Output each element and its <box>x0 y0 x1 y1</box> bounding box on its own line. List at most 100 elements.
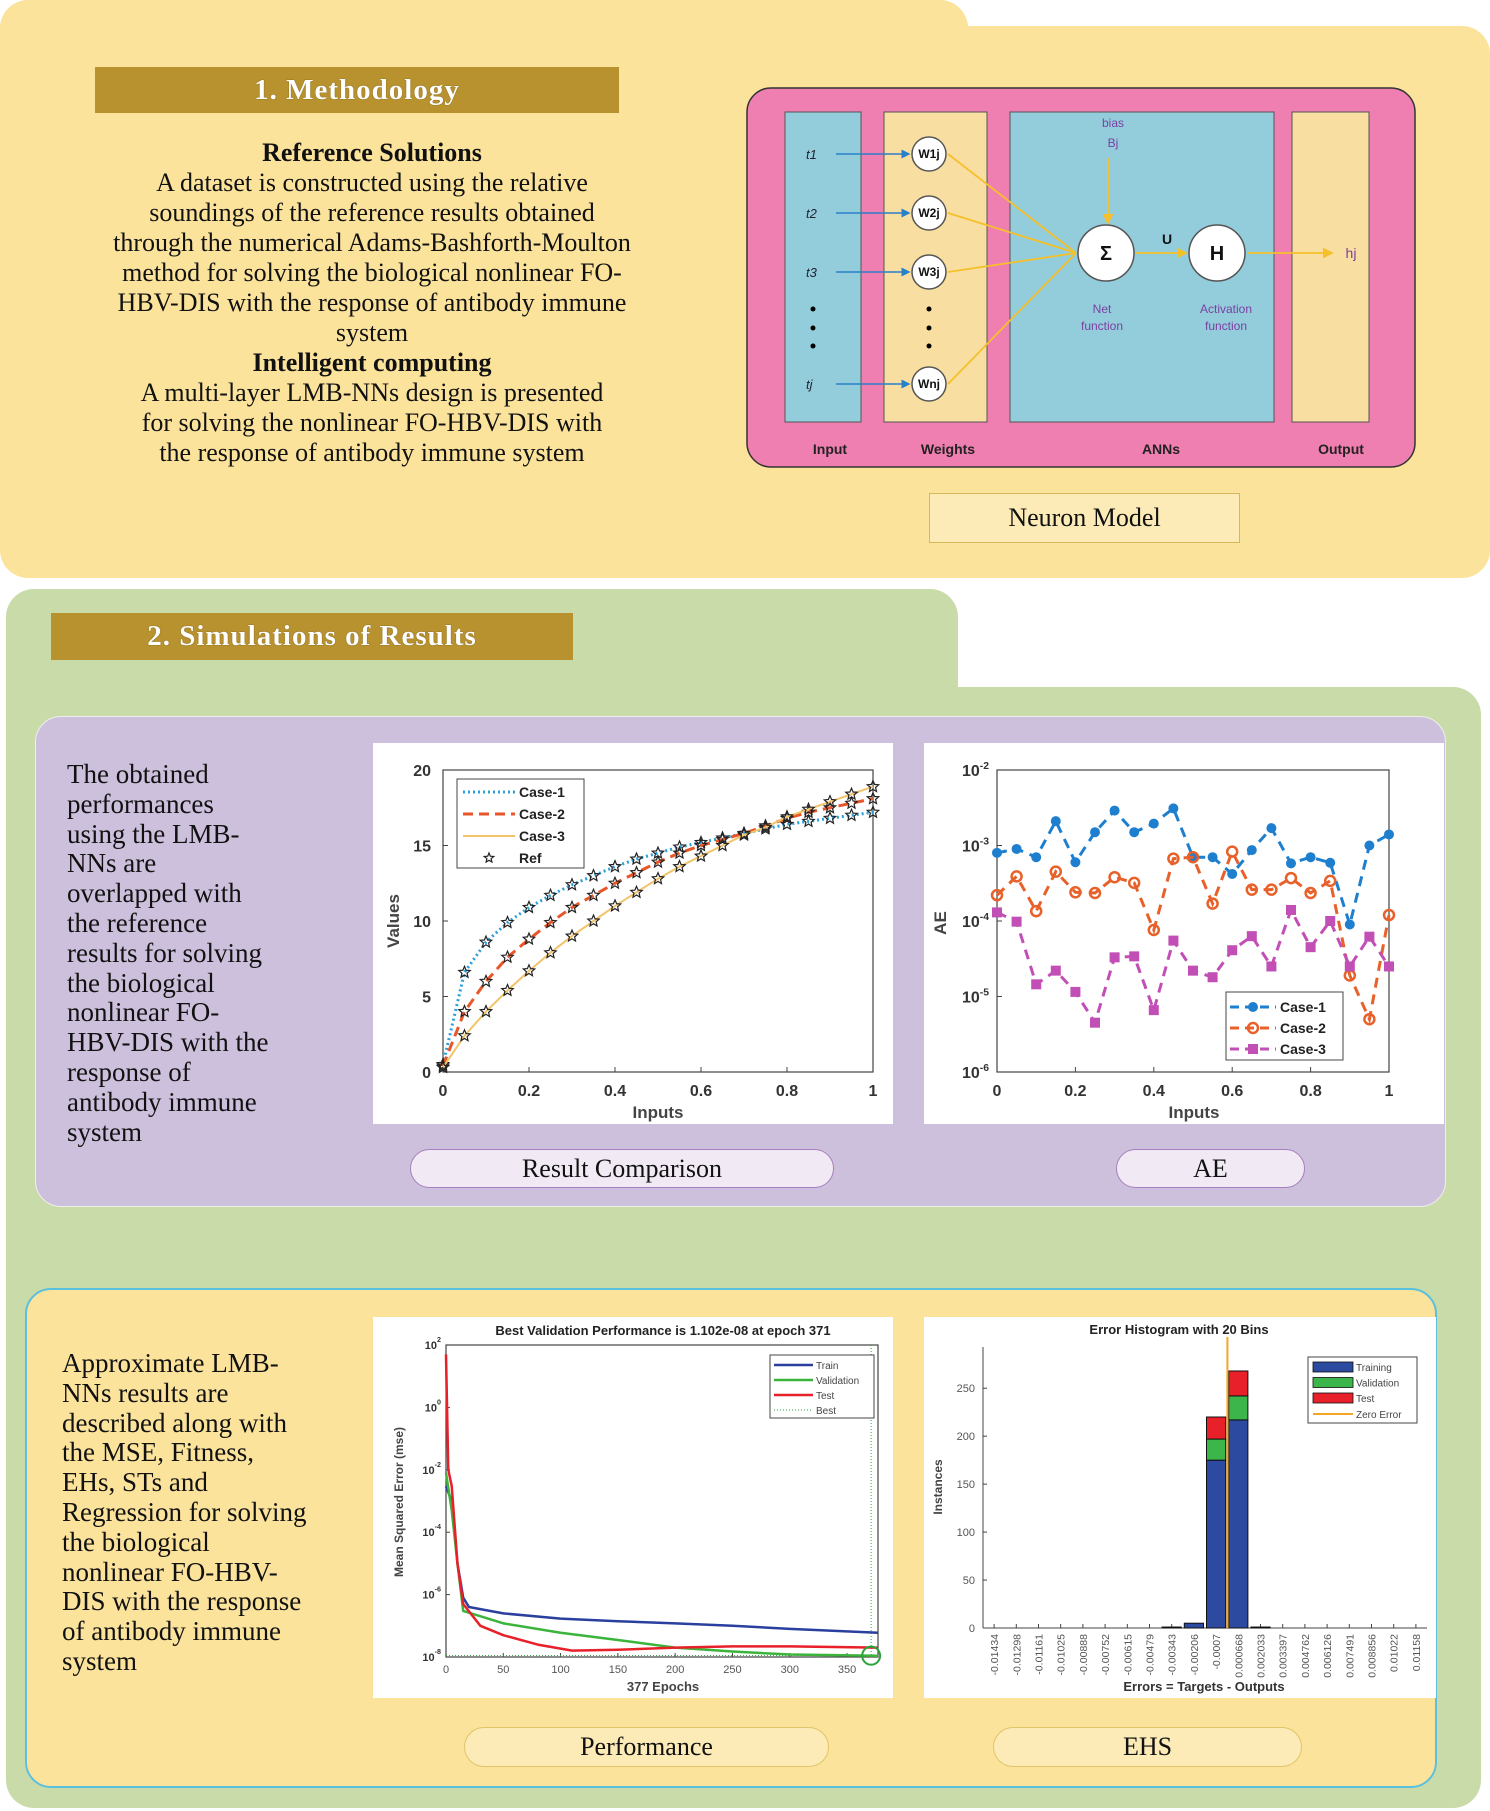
desc-line: the reference <box>67 907 208 938</box>
ref-star-marker <box>650 854 666 869</box>
square-marker <box>1148 1005 1159 1016</box>
ref-star-marker <box>564 899 580 914</box>
filled-circle-marker <box>1129 827 1140 838</box>
weight-node <box>911 195 947 231</box>
ref-star-marker <box>457 1028 472 1042</box>
y-tick-label: 10-2 <box>422 1461 441 1477</box>
weight-node <box>911 366 947 402</box>
desc-line: HBV-DIS with the <box>67 1027 269 1058</box>
x-tick-label: -0.00615 <box>1122 1634 1134 1676</box>
square-marker <box>1168 935 1179 946</box>
x-tick-label: 100 <box>551 1664 569 1676</box>
ellipsis-dot <box>810 306 816 312</box>
filled-circle-marker <box>1031 852 1042 863</box>
ref-star-marker <box>500 949 515 964</box>
legend-label: Case-2 <box>519 806 565 822</box>
y-axis-label: Mean Squared Error (mse) <box>392 1427 406 1577</box>
ref-star-marker <box>715 837 730 852</box>
ref-star-marker <box>478 1004 494 1018</box>
square-marker <box>1031 979 1042 990</box>
x-tick-label: -0.01298 <box>1011 1634 1023 1676</box>
open-circle-marker <box>1382 908 1396 922</box>
intelligent-computing-heading: Intelligent computing <box>252 348 492 377</box>
column-label-weights: Weights <box>921 441 975 457</box>
open-circle-marker <box>1245 883 1259 896</box>
x-tick-label: 1 <box>1385 1083 1394 1100</box>
histogram-bar-training <box>1206 1459 1227 1629</box>
x-tick-label: 50 <box>497 1664 509 1676</box>
desc-line: the biological <box>62 1526 210 1557</box>
filled-circle-marker <box>1384 829 1394 840</box>
filled-circle-marker <box>1344 919 1355 930</box>
y-tick-label: 20 <box>413 763 431 780</box>
ref-star-marker <box>629 851 644 866</box>
ref-star-marker <box>822 800 838 814</box>
y-tick-label: 10-8 <box>422 1648 441 1664</box>
x-tick-label: 0 <box>443 1664 449 1676</box>
input-label-t1: t1 <box>806 147 817 162</box>
ref-star-marker <box>693 837 709 852</box>
filled-circle-marker <box>1246 845 1257 856</box>
legend-label: Validation <box>816 1376 859 1387</box>
ref-star-marker <box>521 931 537 946</box>
y-tick-label: 10-6 <box>962 1063 989 1082</box>
filled-circle-marker <box>1090 827 1100 838</box>
weight-connection <box>947 153 1077 254</box>
x-tick-label: -0.0007 <box>1211 1634 1223 1670</box>
square-marker <box>1109 952 1120 963</box>
open-circle-marker <box>1147 923 1161 937</box>
open-circle-marker <box>1127 876 1141 890</box>
filled-circle-marker <box>1305 852 1316 863</box>
ref-star-marker <box>844 795 859 810</box>
filled-circle-marker <box>1050 816 1061 827</box>
x-tick-label: -0.01434 <box>989 1634 1001 1676</box>
x-tick-label: 200 <box>666 1664 684 1676</box>
ellipsis-dot <box>810 325 816 331</box>
square-marker <box>1188 965 1198 976</box>
x-tick-label: 0.007491 <box>1344 1634 1356 1678</box>
ref-line: soundings of the reference results obtai… <box>149 198 595 227</box>
desc-line: antibody immune <box>67 1086 257 1117</box>
square-marker <box>1286 904 1296 915</box>
methodology-title: 1. Methodology <box>95 67 619 113</box>
ae-chart: 0 0.2 0.4 0.6 0.8 1 10-6 10-5 10-4 10-3 10-2 Inputs… <box>924 743 1444 1124</box>
x-tick-label: 350 <box>838 1664 856 1676</box>
open-circle-marker <box>1186 850 1200 864</box>
ref-star-marker <box>586 887 601 902</box>
simulations-title: 2. Simulations of Results <box>51 613 573 660</box>
activation-function-label: Activation <box>1200 302 1252 316</box>
ref-star-marker <box>457 1004 472 1018</box>
ref-star-marker <box>607 875 623 890</box>
ref-star-marker <box>865 804 881 819</box>
open-circle-marker <box>1029 904 1043 918</box>
ref-star-marker <box>543 887 558 902</box>
y-tick-label: 250 <box>957 1383 975 1395</box>
ic-line: A multi-layer LMB-NNs design is presente… <box>140 378 604 407</box>
x-tick-label: -0.01025 <box>1056 1634 1068 1676</box>
neuron-model-diagram: t1 t2 t3 tj W1j W2j W3j Wnj Σ H U bias B… <box>746 87 1416 468</box>
ellipsis-dot <box>926 325 932 331</box>
desc-line: The obtained <box>67 759 209 789</box>
ref-star-marker <box>586 913 601 928</box>
legend-label: Best <box>816 1406 836 1417</box>
input-label-t3: t3 <box>806 265 818 280</box>
y-tick-label: 100 <box>425 1398 441 1414</box>
x-tick-label: 0.6 <box>1221 1083 1243 1100</box>
desc-line: NNs results are <box>62 1377 229 1408</box>
ref-star-marker <box>672 845 687 860</box>
ref-star-marker <box>500 982 515 997</box>
histogram-bar-test <box>1228 1370 1249 1397</box>
ref-star-marker <box>650 871 666 885</box>
legend-label: Test <box>816 1391 835 1402</box>
ref-star-marker <box>844 786 859 801</box>
ref-star-marker <box>801 813 816 828</box>
open-circle-marker <box>1049 865 1063 878</box>
square-marker <box>1248 1044 1258 1054</box>
histogram-bar-validation <box>1206 1438 1227 1461</box>
y-axis-label: Values <box>384 894 403 948</box>
ellipsis-dot <box>926 306 932 312</box>
activation-function-label: function <box>1205 319 1247 333</box>
x-tick-label: 0.8 <box>1299 1083 1321 1100</box>
ref-star-marker <box>672 859 687 873</box>
ref-star-marker <box>629 865 644 879</box>
